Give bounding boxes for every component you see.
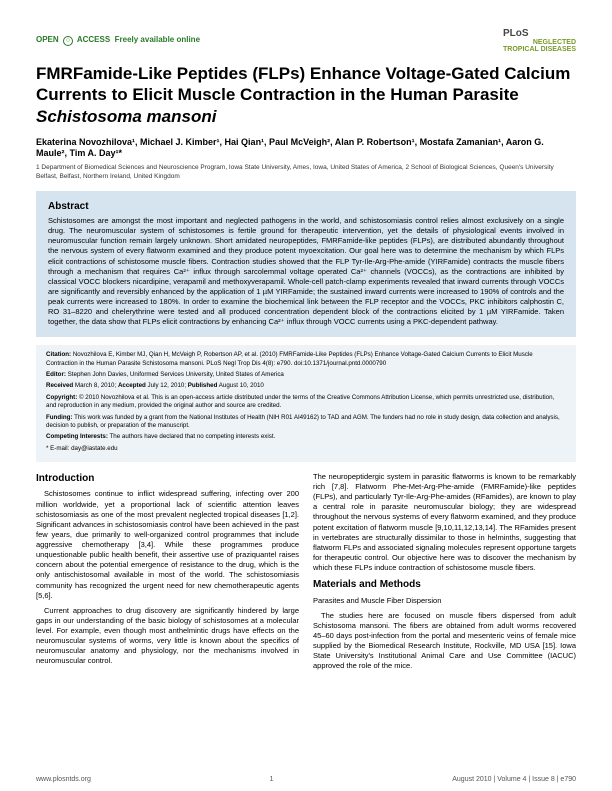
published-date: August 10, 2010 <box>219 382 264 389</box>
title-species: Schistosoma mansoni <box>36 107 216 126</box>
footer-page-number: 1 <box>270 776 274 783</box>
journal-subname-2: TROPICAL DISEASES <box>503 46 576 53</box>
freely-available-label: Freely available online <box>115 35 200 44</box>
col2-paragraph-1: The neuropeptidergic system in parasitic… <box>313 472 576 573</box>
affiliations: 1 Department of Biomedical Sciences and … <box>36 164 576 181</box>
materials-methods-heading: Materials and Methods <box>313 578 576 592</box>
open-label: OPEN <box>36 35 59 44</box>
journal-subname-1: NEGLECTED <box>503 39 576 46</box>
column-left: Introduction Schistosomes continue to in… <box>36 472 299 677</box>
accepted-date: July 12, 2010; <box>148 382 187 389</box>
abstract-text: Schistosomes are amongst the most import… <box>48 216 564 327</box>
abstract-box: Abstract Schistosomes are amongst the mo… <box>36 191 576 337</box>
corresponding-email: * E-mail: day@iastate.edu <box>46 445 566 453</box>
mm-paragraph-1: The studies here are focused on muscle f… <box>313 611 576 672</box>
introduction-heading: Introduction <box>36 472 299 486</box>
received-date: March 8, 2010; <box>75 382 116 389</box>
editor-text: Stephen John Davies, Uniformed Services … <box>68 371 284 378</box>
competing-text: The authors have declared that no compet… <box>110 433 276 440</box>
mm-subheading: Parasites and Muscle Fiber Dispersion <box>313 596 576 606</box>
header-bar: OPEN ○ ACCESS Freely available online PL… <box>36 28 576 53</box>
intro-paragraph-1: Schistosomes continue to inflict widespr… <box>36 489 299 600</box>
article-title: FMRFamide-Like Peptides (FLPs) Enhance V… <box>36 63 576 127</box>
journal-logo: PLoS NEGLECTED TROPICAL DISEASES <box>503 28 576 53</box>
title-text: FMRFamide-Like Peptides (FLPs) Enhance V… <box>36 64 570 104</box>
funding-text: This work was funded by a grant from the… <box>46 414 560 429</box>
abstract-heading: Abstract <box>48 201 564 212</box>
access-label: ACCESS <box>77 35 110 44</box>
body-columns: Introduction Schistosomes continue to in… <box>36 472 576 677</box>
open-access-badge: OPEN ○ ACCESS Freely available online <box>36 35 200 46</box>
copyright-text: © 2010 Novozhilova et al. This is an ope… <box>46 394 554 409</box>
column-right: The neuropeptidergic system in parasitic… <box>313 472 576 677</box>
author-list: Ekaterina Novozhilova¹, Michael J. Kimbe… <box>36 137 576 160</box>
citation-text: Novozhilova E, Kimber MJ, Qian H, McVeig… <box>46 351 533 366</box>
footer-issue: August 2010 | Volume 4 | Issue 8 | e790 <box>452 776 576 783</box>
citation-box: Citation: Novozhilova E, Kimber MJ, Qian… <box>36 345 576 462</box>
page-footer: www.plosntds.org 1 August 2010 | Volume … <box>36 776 576 783</box>
footer-url: www.plosntds.org <box>36 776 91 783</box>
plos-wordmark: PLoS <box>503 28 529 39</box>
intro-paragraph-2: Current approaches to drug discovery are… <box>36 606 299 667</box>
lock-open-icon: ○ <box>63 36 73 46</box>
